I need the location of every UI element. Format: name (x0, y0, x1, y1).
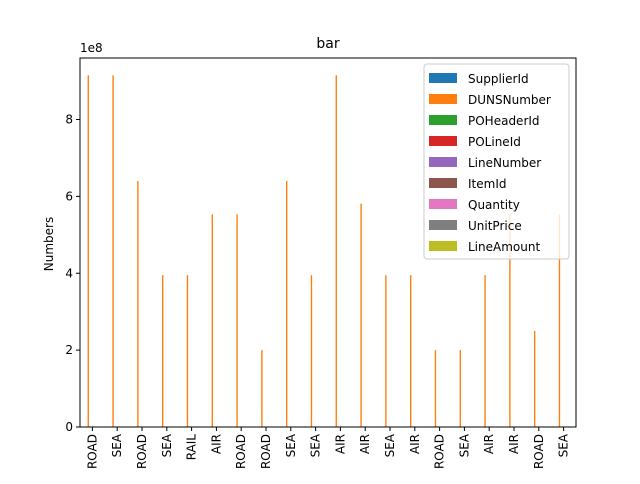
x-tick-label: RAIL (185, 434, 199, 461)
bar-DUNSNumber-9 (310, 275, 313, 427)
bar-DUNSNumber-12 (385, 275, 387, 427)
bar-DUNSNumber-13 (409, 275, 412, 427)
y-tick-label: 0 (65, 420, 73, 434)
bar-DUNSNumber-6 (236, 214, 238, 427)
legend-label-LineAmount: LineAmount (468, 240, 540, 254)
bars-layer (87, 75, 561, 428)
bar-DUNSNumber-1 (112, 75, 114, 428)
x-tick-label: ROAD (433, 434, 447, 469)
bar-DUNSNumber-0 (87, 75, 89, 428)
y-scale-label: 1e8 (80, 41, 103, 55)
x-tick-label: SEA (284, 433, 298, 457)
x-tick-label: AIR (408, 434, 422, 454)
legend-label-POLineId: POLineId (468, 135, 521, 149)
legend-swatch-POHeaderId (429, 115, 457, 125)
bar-DUNSNumber-15 (459, 350, 461, 428)
x-tick-label: AIR (209, 434, 223, 454)
x-tick-label: SEA (557, 433, 571, 457)
x-tick-label: ROAD (135, 434, 149, 469)
legend-box (423, 63, 570, 260)
legend-label-UnitPrice: UnitPrice (468, 219, 522, 233)
x-tick-label: SEA (309, 433, 323, 457)
x-tick-label: SEA (383, 433, 397, 457)
x-tick-label: ROAD (234, 434, 248, 469)
bar-DUNSNumber-10 (335, 75, 337, 428)
legend-label-POHeaderId: POHeaderId (468, 114, 540, 128)
bar-DUNSNumber-11 (360, 203, 362, 427)
plot-frame (79, 57, 577, 428)
x-tick-label: SEA (110, 433, 124, 457)
x-tick-label: ROAD (259, 434, 273, 469)
x-tick-label: AIR (333, 434, 347, 454)
legend-swatch-DUNSNumber (429, 94, 457, 104)
legend-label-LineNumber: LineNumber (468, 156, 541, 170)
bar-DUNSNumber-19 (558, 214, 561, 427)
bar-DUNSNumber-8 (285, 181, 288, 427)
legend-swatch-UnitPrice (429, 220, 457, 230)
legend-label-DUNSNumber: DUNSNumber (468, 93, 551, 107)
x-tick-label: AIR (482, 434, 496, 454)
legend-swatch-Quantity (429, 199, 457, 209)
legend-swatch-LineNumber (429, 157, 457, 167)
y-tick-label: 8 (65, 113, 73, 127)
y-tick-label: 6 (65, 189, 73, 203)
legend-swatch-LineAmount (429, 241, 457, 251)
bar-DUNSNumber-18 (533, 330, 536, 427)
legend-label-SupplierId: SupplierId (468, 72, 529, 86)
x-tick-label: SEA (160, 433, 174, 457)
bar-DUNSNumber-14 (434, 350, 437, 428)
y-axis-label: Numbers (42, 217, 56, 271)
axes-layer: 0 2 4 6 8 ROAD SEA ROAD SEA RAIL AIR ROAD ROAD SEA SEA… (65, 57, 577, 469)
bar-DUNSNumber-3 (161, 275, 164, 427)
x-tick-label: SEA (457, 433, 471, 457)
legend-label-Quantity: Quantity (468, 198, 520, 212)
bar-DUNSNumber-2 (137, 181, 139, 427)
chart-title: bar (316, 36, 339, 52)
bar-DUNSNumber-7 (261, 350, 263, 428)
legend: SupplierId DUNSNumber POHeaderId POLineId Li… (423, 63, 570, 260)
legend-swatch-POLineId (429, 136, 457, 146)
bar-DUNSNumber-17 (509, 214, 511, 427)
y-tick-label: 4 (65, 266, 73, 280)
legend-swatch-SupplierId (429, 73, 457, 83)
x-tick-label: ROAD (85, 434, 99, 469)
bar-DUNSNumber-5 (211, 214, 213, 427)
bar-DUNSNumber-4 (186, 275, 189, 427)
x-tick-label: AIR (507, 434, 521, 454)
y-tick-label: 2 (65, 343, 73, 357)
x-tick-label: AIR (358, 434, 372, 454)
legend-swatch-ItemId (429, 178, 457, 188)
x-tick-label: ROAD (532, 434, 546, 469)
bar-DUNSNumber-16 (484, 275, 486, 427)
legend-label-ItemId: ItemId (468, 177, 506, 191)
